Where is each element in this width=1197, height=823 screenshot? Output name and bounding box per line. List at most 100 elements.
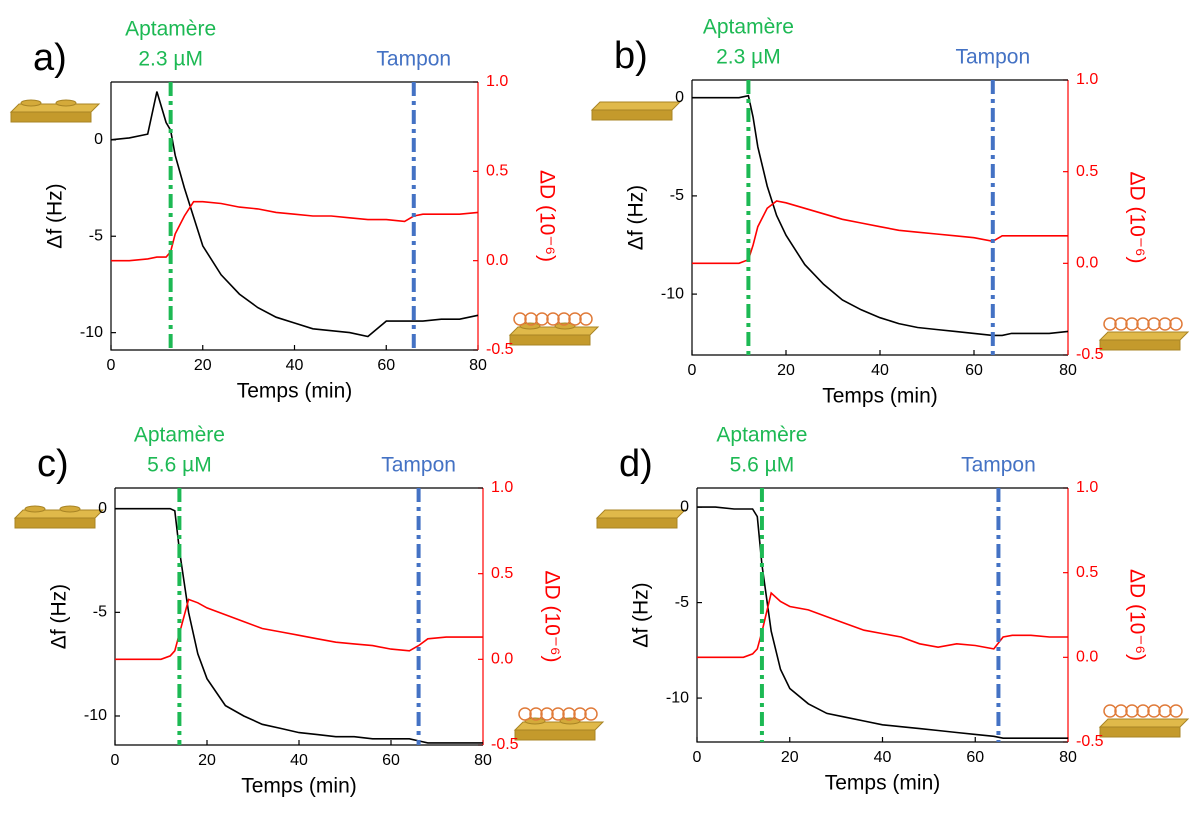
aptamer-loop	[1114, 704, 1128, 718]
y2-tick-label: 0.0	[491, 651, 513, 668]
x-tick-label: 60	[382, 752, 400, 769]
y-tick-label: -10	[661, 285, 684, 302]
x-tick-label: 60	[966, 749, 984, 766]
y2-tick-label: 1.0	[1076, 71, 1098, 88]
x-axis-label: Temps (min)	[241, 775, 357, 798]
aptamer-loop	[1125, 704, 1139, 718]
y2-tick-label: 1.0	[491, 479, 513, 496]
axis-frame	[696, 488, 1068, 743]
substrate	[1099, 339, 1181, 351]
substrate	[1099, 726, 1181, 738]
x-tick-label: 0	[107, 357, 116, 374]
y2-tick-label: 0.0	[486, 252, 508, 269]
x-tick-label: 40	[290, 752, 308, 769]
x-tick-label: 20	[777, 362, 795, 379]
y-tick-label: 0	[675, 89, 684, 106]
substrate	[590, 101, 682, 111]
aptamer-loop	[1158, 704, 1172, 718]
data-line	[697, 591, 1068, 659]
axis-frame	[114, 488, 483, 746]
aptamer-loop	[1103, 704, 1117, 718]
aptamer-loop	[529, 707, 543, 721]
substrate-bump	[59, 505, 81, 513]
x-tick-label: 40	[871, 362, 889, 379]
y2-axis-label: ΔD (10⁻⁶)	[540, 570, 563, 662]
x-tick-label: 20	[194, 357, 212, 374]
substrate	[514, 729, 596, 741]
substrate	[595, 509, 687, 519]
data-line	[115, 598, 483, 661]
aptamer-loop	[562, 707, 576, 721]
data-line	[697, 506, 1068, 739]
x-tick-label: 0	[111, 752, 120, 769]
aptamer-loop	[1169, 317, 1183, 331]
aptamer-loop	[1136, 317, 1150, 331]
y-tick-label: -5	[675, 594, 689, 611]
x-tick-label: 80	[474, 752, 492, 769]
substrate-bump	[24, 505, 46, 513]
substrate-bump	[55, 99, 77, 107]
marker-label: Tampon	[961, 454, 1036, 477]
aptamer-loop	[1103, 317, 1117, 331]
data-line	[111, 200, 479, 262]
data-line	[692, 94, 1069, 337]
aptamer-loop	[1114, 317, 1128, 331]
y-axis-label: Δf (Hz)	[625, 185, 648, 250]
aptamer-loop	[524, 312, 538, 326]
substrate-bump	[519, 322, 541, 330]
y-tick-label: -10	[84, 707, 107, 724]
aptamer-loop	[584, 707, 598, 721]
y2-tick-label: 0.5	[1076, 163, 1098, 180]
aptamer-loop	[1169, 704, 1183, 718]
marker-label: Aptamère	[703, 16, 794, 39]
x-tick-label: 20	[781, 749, 799, 766]
x-tick-label: 20	[198, 752, 216, 769]
y2-axis-label: ΔD (10⁻⁶)	[1125, 171, 1148, 263]
y-tick-label: 0	[680, 498, 689, 515]
y2-tick-label: 0.0	[1076, 649, 1098, 666]
y2-axis-label: ΔD (10⁻⁶)	[1125, 569, 1148, 661]
aptamer-loop	[535, 312, 549, 326]
x-tick-label: 80	[1059, 362, 1077, 379]
y2-tick-label: 0.5	[1076, 564, 1098, 581]
marker-label: 5.6 µM	[147, 454, 212, 477]
marker-label: Tampon	[955, 46, 1030, 69]
aptamer-loop	[546, 312, 560, 326]
marker-label: Aptamère	[134, 424, 225, 447]
data-line	[115, 507, 483, 744]
y-tick-label: -5	[89, 227, 103, 244]
y2-tick-label: 0.0	[1076, 255, 1098, 272]
x-axis-label: Temps (min)	[825, 772, 941, 795]
x-axis-label: Temps (min)	[822, 385, 938, 408]
aptamer-loop	[1147, 704, 1161, 718]
substrate	[10, 111, 92, 123]
y-axis-label: Δf (Hz)	[48, 584, 71, 649]
aptamer-loop	[573, 707, 587, 721]
x-tick-label: 0	[693, 749, 702, 766]
marker-label: Aptamère	[125, 18, 216, 41]
substrate	[1098, 331, 1190, 341]
aptamer-loop	[551, 707, 565, 721]
aptamer-loop	[1125, 317, 1139, 331]
aptamer-loop	[568, 312, 582, 326]
aptamer-loop	[540, 707, 554, 721]
aptamer-loop	[557, 312, 571, 326]
axis-frame	[691, 80, 1068, 356]
y-axis-label: Δf (Hz)	[630, 582, 653, 647]
x-tick-label: 80	[1059, 749, 1077, 766]
aptamer-loop	[1147, 317, 1161, 331]
axis-frame	[110, 82, 478, 351]
y2-tick-label: 1.0	[486, 73, 508, 90]
aptamer-loop	[1136, 704, 1150, 718]
aptamer-loop	[579, 312, 593, 326]
y2-tick-label: -0.5	[491, 736, 519, 753]
y2-tick-label: 0.5	[486, 163, 508, 180]
aptamer-loop	[1158, 317, 1172, 331]
panel-label: b)	[614, 35, 648, 77]
aptamer-loop	[513, 312, 527, 326]
panel-label: c)	[37, 443, 69, 485]
substrate-bump	[554, 322, 576, 330]
panel-label: a)	[33, 37, 67, 79]
substrate	[591, 109, 673, 121]
